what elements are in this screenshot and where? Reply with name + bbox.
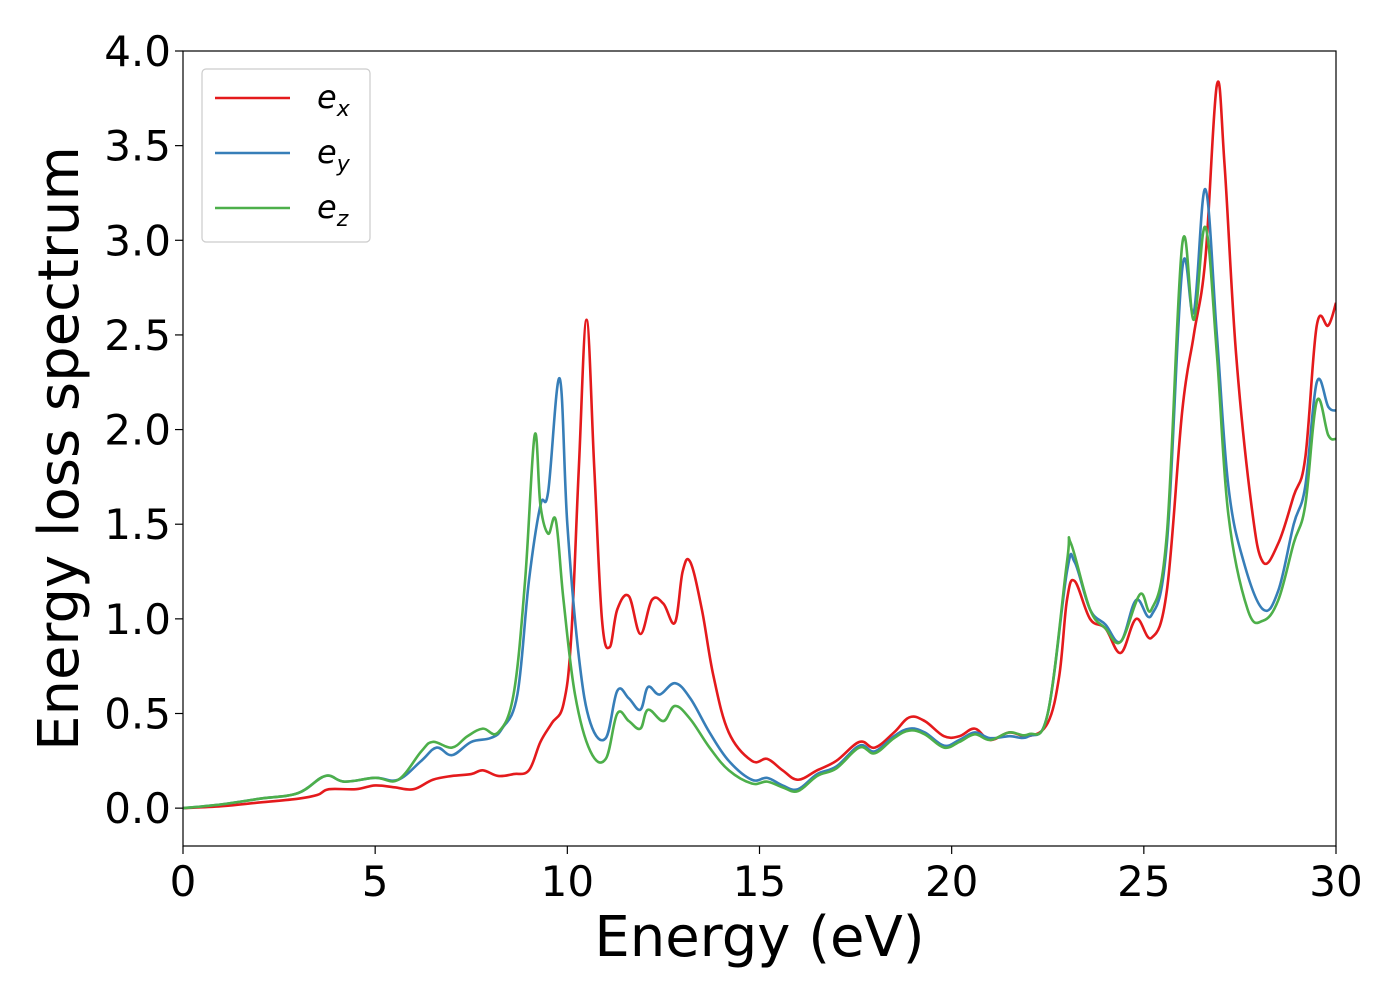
y-tick-label: 0.5: [104, 690, 171, 739]
x-axis-title: Energy (eV): [594, 905, 924, 970]
y-tick-label: 2.5: [104, 311, 171, 360]
x-tick-label: 25: [1117, 857, 1170, 906]
series-line-e-y: [183, 187, 1336, 810]
y-tick-label: 3.5: [104, 122, 171, 171]
x-axis: 0 5 10 15 20 25 30: [170, 846, 1363, 906]
x-tick-label: 30: [1309, 857, 1362, 906]
legend: ex ey ez: [201, 68, 371, 243]
legend-box: [201, 68, 371, 243]
y-tick-label: 0.0: [104, 784, 171, 833]
legend-label-y: ey: [317, 133, 351, 177]
x-tick-label: 20: [925, 857, 978, 906]
legend-label-x: ex: [317, 78, 351, 122]
series-line-e-x: [183, 80, 1336, 810]
x-tick-label: 5: [362, 857, 389, 906]
y-tick-label: 1.0: [104, 595, 171, 644]
y-tick-label: 3.0: [104, 216, 171, 265]
legend-label-z: ez: [317, 188, 349, 232]
y-tick-label: 2.0: [104, 406, 171, 455]
series-layer: [183, 80, 1336, 810]
y-tick-label: 4.0: [104, 27, 171, 76]
x-tick-label: 0: [170, 857, 197, 906]
x-tick-label: 10: [541, 857, 594, 906]
series-line-e-z: [183, 225, 1336, 810]
y-axis: 0.0 0.5 1.0 1.5 2.0 2.5 3.0 3.5 4.0: [104, 27, 183, 833]
y-tick-label: 1.5: [104, 500, 171, 549]
y-axis-title: Energy loss spectrum: [27, 146, 92, 751]
x-tick-label: 15: [733, 857, 786, 906]
